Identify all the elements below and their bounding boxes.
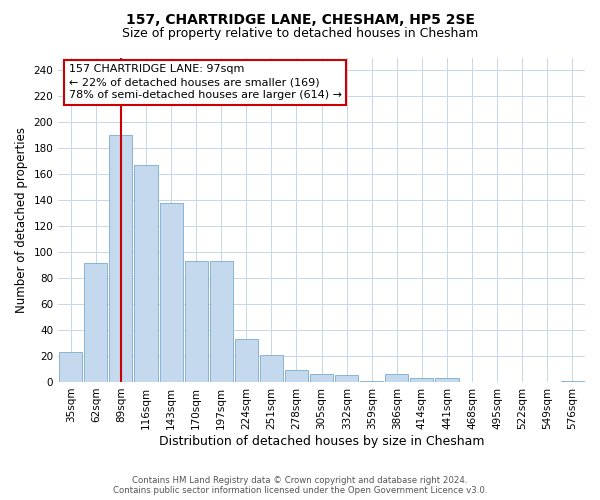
Bar bbox=[360, 380, 383, 382]
Bar bbox=[185, 262, 208, 382]
Bar bbox=[285, 370, 308, 382]
Bar bbox=[84, 262, 107, 382]
Text: Size of property relative to detached houses in Chesham: Size of property relative to detached ho… bbox=[122, 28, 478, 40]
Bar bbox=[109, 136, 133, 382]
X-axis label: Distribution of detached houses by size in Chesham: Distribution of detached houses by size … bbox=[159, 434, 484, 448]
Text: Contains HM Land Registry data © Crown copyright and database right 2024.
Contai: Contains HM Land Registry data © Crown c… bbox=[113, 476, 487, 495]
Bar bbox=[436, 378, 458, 382]
Bar bbox=[561, 380, 584, 382]
Text: 157, CHARTRIDGE LANE, CHESHAM, HP5 2SE: 157, CHARTRIDGE LANE, CHESHAM, HP5 2SE bbox=[125, 12, 475, 26]
Bar bbox=[335, 376, 358, 382]
Bar bbox=[160, 203, 182, 382]
Y-axis label: Number of detached properties: Number of detached properties bbox=[15, 126, 28, 312]
Bar bbox=[209, 262, 233, 382]
Bar bbox=[235, 339, 258, 382]
Bar bbox=[385, 374, 409, 382]
Bar bbox=[410, 378, 433, 382]
Bar bbox=[134, 165, 158, 382]
Bar bbox=[260, 354, 283, 382]
Bar bbox=[59, 352, 82, 382]
Text: 157 CHARTRIDGE LANE: 97sqm
← 22% of detached houses are smaller (169)
78% of sem: 157 CHARTRIDGE LANE: 97sqm ← 22% of deta… bbox=[69, 64, 342, 100]
Bar bbox=[310, 374, 333, 382]
